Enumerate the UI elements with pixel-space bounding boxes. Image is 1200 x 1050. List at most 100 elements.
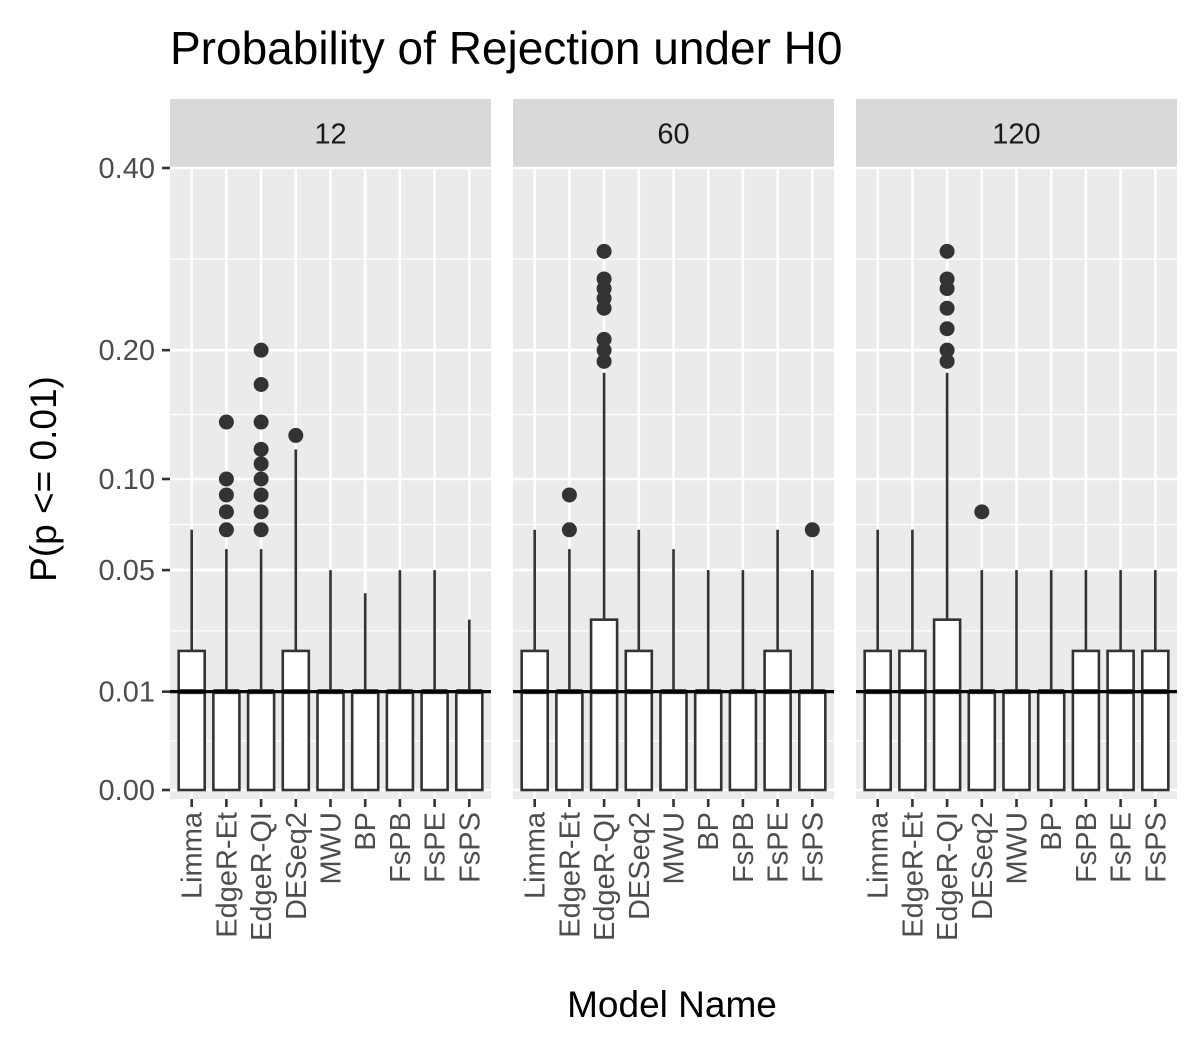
box-body — [1071, 649, 1101, 792]
box-EdgeR-Et — [555, 487, 584, 792]
box-body — [693, 690, 723, 792]
box-EdgeR-QI — [932, 243, 962, 792]
y-axis-title: P(p <= 0.01) — [23, 376, 64, 582]
box-body — [177, 649, 207, 792]
box-MWU — [316, 570, 345, 792]
outlier-point — [218, 504, 234, 520]
outlier-point — [218, 522, 234, 538]
x-tick-label: FsPE — [763, 812, 795, 883]
outlier-point — [253, 342, 269, 358]
y-tick-label: 0.40 — [99, 153, 155, 185]
outlier-point — [939, 243, 955, 259]
outlier-point — [253, 377, 269, 393]
outlier-point — [939, 300, 955, 316]
x-tick-label: FsPB — [1071, 812, 1103, 883]
outlier-point — [561, 522, 577, 538]
box-body — [1002, 690, 1031, 792]
x-tick-label: BP — [693, 812, 725, 851]
x-tick-label: MWU — [316, 812, 348, 884]
outlier-point — [253, 471, 269, 487]
x-tick-label: EdgeR-QI — [246, 812, 278, 941]
facet-strip — [170, 99, 491, 168]
box-body — [555, 690, 584, 792]
x-tick-label: FsPB — [728, 812, 760, 883]
outlier-point — [218, 471, 234, 487]
box-body — [589, 618, 619, 792]
box-BP — [1036, 570, 1066, 792]
box-body — [659, 690, 688, 792]
x-tick-label: DESeq2 — [281, 812, 313, 920]
box-body — [1140, 649, 1170, 792]
x-tick-label: EdgeR-Et — [554, 812, 586, 938]
box-body — [763, 649, 792, 792]
box-body — [350, 690, 380, 792]
x-tick-label: Limma — [520, 811, 552, 899]
box-body — [1036, 690, 1066, 792]
y-tick-label: 0.00 — [99, 775, 155, 807]
y-tick-label: 0.05 — [99, 555, 155, 587]
x-tick-label: DESeq2 — [624, 812, 656, 920]
y-axis: 0.00 0.01 0.05 0.10 0.20 0.40 — [99, 153, 170, 807]
box-body — [797, 690, 827, 792]
box-Limma — [177, 529, 207, 792]
box-body — [385, 690, 415, 792]
box-body — [863, 649, 893, 792]
x-tick-label: FsPE — [420, 812, 452, 883]
x-tick-label: EdgeR-QI — [932, 812, 964, 941]
facet-strip — [856, 99, 1177, 168]
facet-strip — [513, 99, 834, 168]
box-EdgeR-QI — [589, 243, 619, 792]
box-DESeq2 — [967, 504, 997, 792]
box-body — [728, 690, 758, 792]
x-tick-label: DESeq2 — [967, 812, 999, 920]
box-body — [246, 690, 276, 792]
x-tick-label: EdgeR-QI — [589, 812, 621, 941]
box-EdgeR-QI — [246, 342, 276, 792]
box-body — [420, 690, 449, 792]
outlier-point — [253, 487, 269, 503]
x-tick-label: Limma — [177, 811, 209, 899]
y-tick-label: 0.20 — [99, 335, 155, 367]
facet-strip-label: 60 — [657, 119, 689, 151]
outlier-point — [596, 331, 612, 347]
x-tick-label: MWU — [1002, 812, 1034, 884]
outlier-point — [596, 243, 612, 259]
outlier-point — [561, 487, 577, 503]
box-body — [898, 649, 927, 792]
facet-strip-label: 120 — [992, 119, 1040, 151]
y-tick-label: 0.01 — [99, 677, 155, 709]
outlier-point — [804, 522, 820, 538]
outlier-point — [939, 342, 955, 358]
outlier-point — [253, 441, 269, 457]
outlier-point — [596, 271, 612, 287]
x-tick-label: FsPE — [1106, 812, 1138, 883]
facet-strip-label: 12 — [314, 119, 346, 151]
outlier-point — [939, 321, 955, 337]
box-FsPE — [420, 570, 449, 792]
outlier-point — [596, 353, 612, 369]
x-tick-label: FsPB — [385, 812, 417, 883]
outlier-point — [939, 353, 955, 369]
outlier-point — [939, 271, 955, 287]
outlier-point — [253, 414, 269, 430]
outlier-point — [218, 487, 234, 503]
x-tick-label: FsPS — [797, 812, 829, 883]
box-Limma — [863, 529, 893, 792]
outlier-point — [218, 414, 234, 430]
box-body — [932, 618, 962, 792]
x-tick-label: EdgeR-Et — [897, 812, 929, 938]
x-tick-label: EdgeR-Et — [211, 812, 243, 938]
box-body — [316, 690, 345, 792]
box-body — [281, 649, 311, 792]
x-tick-label: MWU — [659, 812, 691, 884]
outlier-point — [596, 342, 612, 358]
box-FsPE — [763, 529, 792, 792]
x-tick-label: FsPS — [454, 812, 486, 883]
outlier-point — [974, 504, 990, 520]
box-body — [454, 690, 484, 792]
x-tick-label: BP — [350, 812, 382, 851]
box-body — [967, 690, 997, 792]
